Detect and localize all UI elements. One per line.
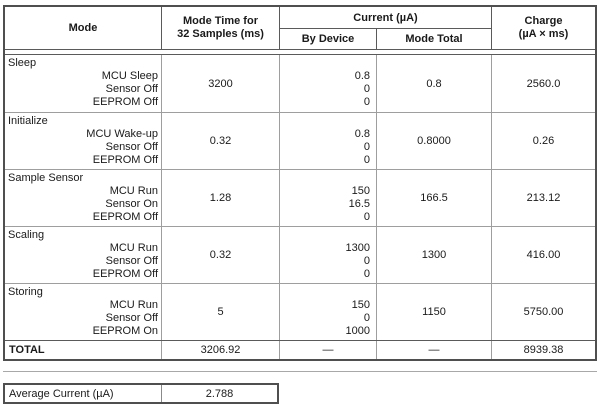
header-by-device: By Device (280, 29, 377, 49)
mode-name: Sleep (8, 57, 37, 69)
by-device-cell: 150 16.5 0 (280, 170, 377, 226)
mode-total-cell: 0.8000 (377, 113, 492, 169)
by-device-value: 1300 (345, 242, 370, 254)
table-row-scaling: Scaling MCU Run Sensor Off EEPROM Off 0.… (5, 226, 595, 283)
by-device-value: 0 (363, 96, 370, 108)
mode-sub-label: Sensor Off (105, 83, 158, 95)
mode-sub-label: MCU Run (109, 242, 158, 254)
mode-time-cell: 0.32 (162, 227, 280, 283)
mode-sub-label: MCU Sleep (101, 70, 158, 82)
header-mode-time-line1: Mode Time for (183, 15, 258, 27)
mode-name: Scaling (8, 229, 45, 241)
charge-cell: 213.12 (526, 192, 561, 204)
header-current-subrow: By Device Mode Total (280, 29, 491, 49)
average-current-value: 2.788 (205, 387, 234, 400)
by-device-value: 150 (351, 299, 370, 311)
by-device-value: 0 (363, 255, 370, 267)
header-charge: Charge (µA × ms) (492, 7, 595, 49)
by-device-value: 0 (363, 141, 370, 153)
mode-sub-label: EEPROM Off (92, 154, 158, 166)
mode-time-cell: 0.32 (162, 113, 280, 169)
power-budget-table: Mode Mode Time for 32 Samples (ms) Curre… (3, 5, 597, 361)
table-body: Sleep MCU Sleep Sensor Off EEPROM Off 32… (5, 54, 595, 340)
by-device-value: 0 (363, 83, 370, 95)
charge-cell: 5750.00 (523, 306, 564, 318)
mode-sub-label: Sensor Off (105, 312, 158, 324)
header-mode-time: Mode Time for 32 Samples (ms) (162, 7, 280, 49)
spacer (282, 286, 370, 299)
by-device-value: 1000 (345, 325, 370, 337)
mode-time-cell: 5 (162, 284, 280, 340)
mode-time-cell: 1.28 (162, 170, 280, 226)
table-row-total: TOTAL 3206.92 — — 8939.38 (5, 340, 595, 359)
mode-total-cell: 1150 (377, 284, 492, 340)
total-charge-cell: 8939.38 (523, 344, 564, 356)
mode-time-cell: 3200 (162, 55, 280, 112)
header-current: Current (µA) (280, 7, 491, 29)
mode-name: Storing (8, 286, 43, 298)
by-device-cell: 0.8 0 0 (280, 55, 377, 112)
total-label: TOTAL (5, 341, 162, 359)
total-time-cell: 3206.92 (162, 341, 280, 359)
table-header: Mode Mode Time for 32 Samples (ms) Curre… (5, 7, 595, 50)
mode-cell: Sleep MCU Sleep Sensor Off EEPROM Off (5, 55, 162, 112)
header-mode-time-line2: 32 Samples (ms) (177, 28, 264, 40)
mode-cell: Scaling MCU Run Sensor Off EEPROM Off (5, 227, 162, 283)
mode-cell: Initialize MCU Wake-up Sensor Off EEPROM… (5, 113, 162, 169)
mode-name: Sample Sensor (8, 172, 84, 184)
by-device-cell: 0.8 0 0 (280, 113, 377, 169)
mode-cell: Storing MCU Run Sensor Off EEPROM On (5, 284, 162, 340)
table-row-sample-sensor: Sample Sensor MCU Run Sensor On EEPROM O… (5, 169, 595, 226)
spacer (282, 229, 370, 242)
mode-sub-label: MCU Run (109, 299, 158, 311)
header-mode-total: Mode Total (405, 33, 463, 45)
mode-sub-label: EEPROM Off (92, 268, 158, 280)
mode-sub-label: Sensor On (105, 198, 158, 210)
mode-sub-label: MCU Wake-up (86, 128, 158, 140)
mode-sub-label: EEPROM On (92, 325, 158, 337)
table-row-storing: Storing MCU Run Sensor Off EEPROM On 5 1… (5, 283, 595, 340)
by-device-value: 150 (351, 185, 370, 197)
table-bottom-rule (3, 371, 597, 372)
by-device-value: 0 (363, 268, 370, 280)
mode-total-cell: 1300 (377, 227, 492, 283)
header-charge-line2: (µA × ms) (518, 28, 569, 40)
table-row-sleep: Sleep MCU Sleep Sensor Off EEPROM Off 32… (5, 55, 595, 112)
table-row-initialize: Initialize MCU Wake-up Sensor Off EEPROM… (5, 112, 595, 169)
mode-name: Initialize (8, 115, 48, 127)
mode-sub-label: MCU Run (109, 185, 158, 197)
mode-sub-label: EEPROM Off (92, 211, 158, 223)
spacer (282, 57, 370, 70)
by-device-value: 0 (363, 211, 370, 223)
by-device-value: 0 (363, 154, 370, 166)
by-device-cell: 1300 0 0 (280, 227, 377, 283)
by-device-cell: 150 0 1000 (280, 284, 377, 340)
mode-total-cell: 0.8 (377, 55, 492, 112)
by-device-value: 0 (363, 312, 370, 324)
mode-total-cell: 166.5 (377, 170, 492, 226)
spacer (282, 115, 370, 128)
by-device-value: 0.8 (354, 128, 370, 140)
charge-cell: 0.26 (532, 135, 555, 147)
by-device-value: 0.8 (354, 70, 370, 82)
total-mode-total-cell: — (377, 341, 492, 359)
mode-sub-label: Sensor Off (105, 255, 158, 267)
charge-cell: 416.00 (526, 249, 561, 261)
header-mode: Mode (5, 7, 162, 49)
header-charge-line1: Charge (524, 15, 563, 27)
header-current-group: Current (µA) By Device Mode Total (280, 7, 492, 49)
average-current-table: Average Current (µA) 2.788 (3, 383, 279, 404)
spacer (282, 172, 370, 185)
charge-cell: 2560.0 (526, 77, 561, 90)
mode-cell: Sample Sensor MCU Run Sensor On EEPROM O… (5, 170, 162, 226)
mode-sub-label: Sensor Off (105, 141, 158, 153)
by-device-value: 16.5 (348, 198, 370, 210)
average-current-label: Average Current (µA) (5, 385, 162, 402)
mode-sub-label: EEPROM Off (92, 96, 158, 108)
total-by-device-cell: — (280, 341, 377, 359)
